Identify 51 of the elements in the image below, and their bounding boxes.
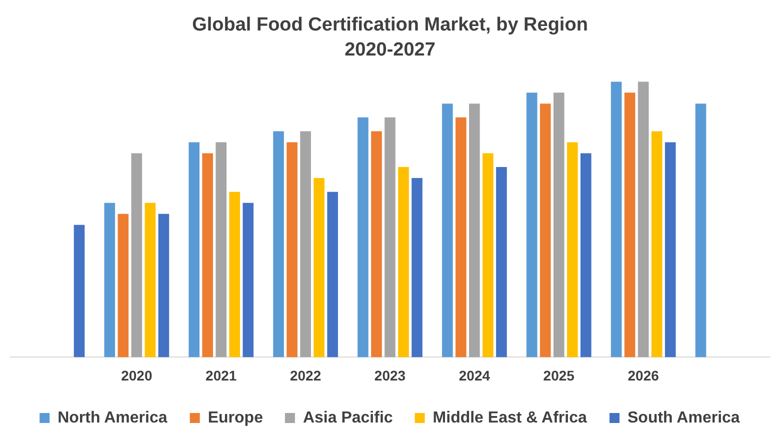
bar xyxy=(158,214,170,358)
bar xyxy=(540,104,551,358)
bar xyxy=(216,142,227,358)
bar xyxy=(624,92,636,358)
bar xyxy=(566,142,578,358)
legend-label: North America xyxy=(58,409,168,426)
x-tick-label: 2022 xyxy=(290,367,322,384)
bar xyxy=(496,167,507,358)
bar xyxy=(131,153,142,358)
bar xyxy=(580,153,592,358)
bar xyxy=(314,178,324,358)
legend-label: Europe xyxy=(208,409,264,426)
bar xyxy=(553,92,564,358)
bar xyxy=(104,202,116,358)
bar xyxy=(144,202,156,358)
x-tick-label: 2025 xyxy=(543,367,575,384)
x-tick-label: 2024 xyxy=(458,367,490,384)
bar xyxy=(300,131,311,358)
bar xyxy=(229,192,240,358)
bar xyxy=(74,224,85,358)
legend-label: Asia Pacific xyxy=(302,409,393,426)
legend-label: Middle East & Africa xyxy=(432,409,587,426)
chart-subtitle: 2020-2027 xyxy=(344,39,436,60)
bar xyxy=(412,178,422,358)
bar xyxy=(469,104,480,358)
bar xyxy=(371,131,382,358)
bar xyxy=(610,82,622,358)
bar xyxy=(273,131,284,358)
bar xyxy=(202,153,214,358)
bar xyxy=(482,153,494,358)
bar xyxy=(638,82,649,358)
chart-title: Global Food Certification Market, by Region xyxy=(192,14,588,36)
bar xyxy=(118,214,129,358)
x-tick-label: 2026 xyxy=(628,367,660,384)
bar xyxy=(327,192,338,358)
bar xyxy=(664,142,676,358)
x-tick-label: 2023 xyxy=(374,367,406,384)
bar xyxy=(384,117,396,358)
bar xyxy=(286,142,298,358)
legend-label: South America xyxy=(627,409,740,426)
bar xyxy=(442,104,453,358)
bar xyxy=(242,202,254,358)
bar xyxy=(651,131,662,358)
bar xyxy=(358,117,368,358)
bar xyxy=(188,142,200,358)
x-tick-label: 2021 xyxy=(206,367,237,384)
bar xyxy=(695,104,706,358)
bar xyxy=(456,117,466,358)
x-tick-label: 2020 xyxy=(121,367,152,384)
bar xyxy=(398,167,409,358)
bar xyxy=(526,92,538,358)
